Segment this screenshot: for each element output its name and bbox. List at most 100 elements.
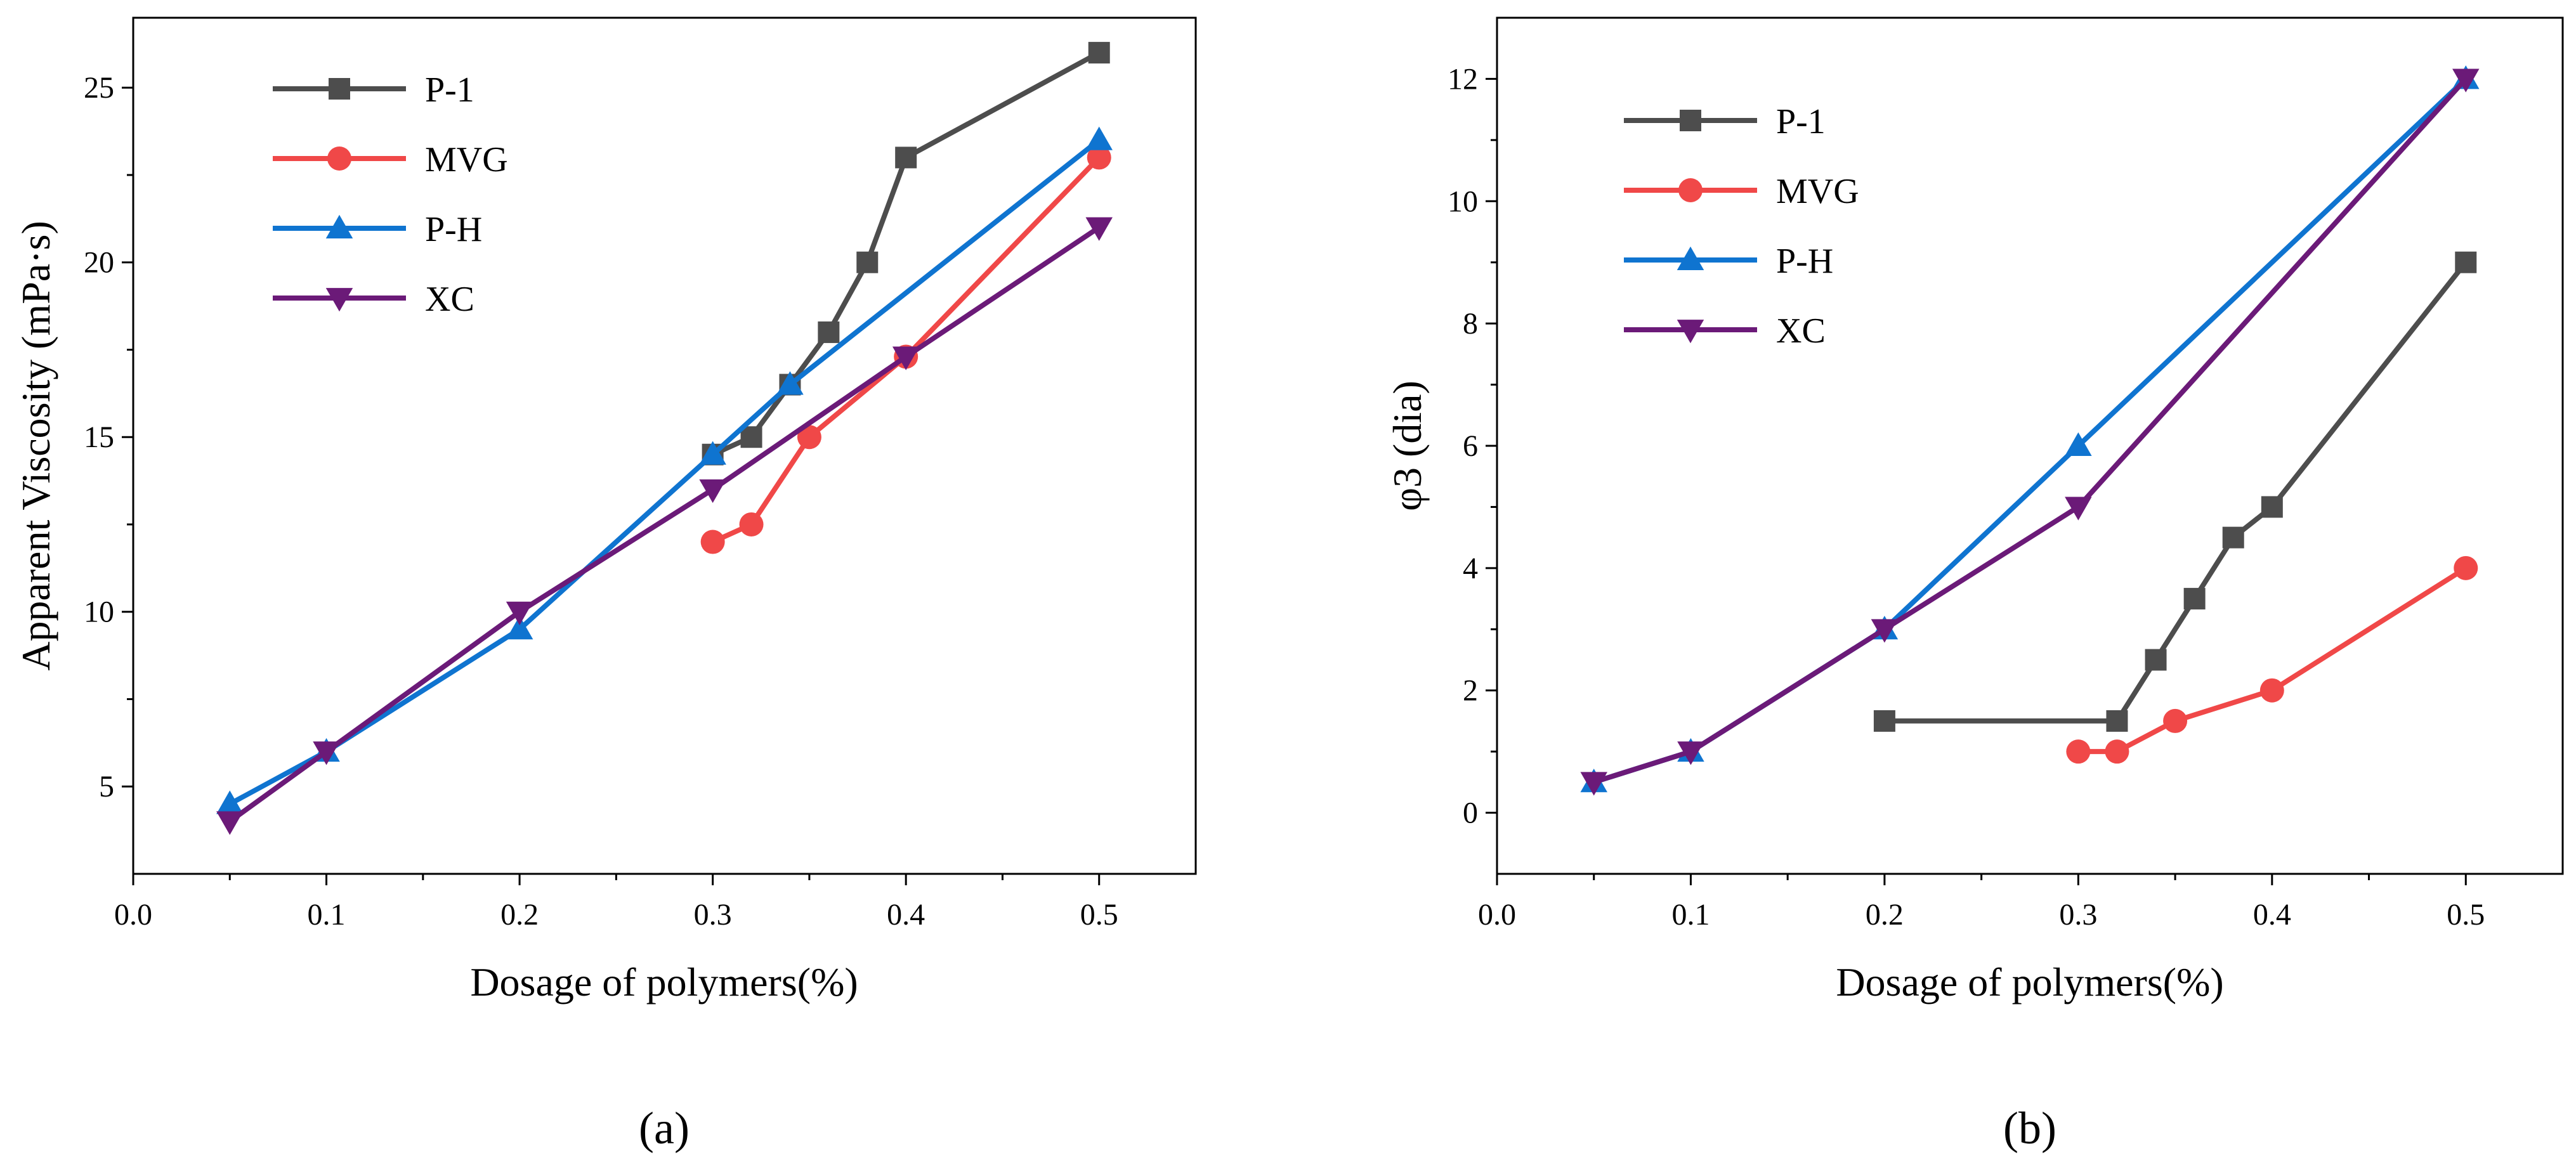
data-point-p-1 xyxy=(2106,710,2128,732)
series-b xyxy=(1580,65,2480,796)
data-point-p-1 xyxy=(2455,251,2477,273)
data-point-xc xyxy=(892,346,920,370)
legend-label-p-h: P-H xyxy=(425,210,482,249)
x-tick-label: 0.5 xyxy=(2447,898,2485,932)
data-point-mvg xyxy=(2105,739,2129,764)
legend-marker-mvg xyxy=(1678,178,1703,202)
legend-marker-p-1 xyxy=(329,78,350,100)
data-point-mvg xyxy=(739,512,764,536)
data-point-xc xyxy=(1871,619,1899,643)
x-ticks-a: 0.0 0.1 0.2 0.3 0.4 0.5 xyxy=(114,874,1118,932)
data-point-mvg xyxy=(700,530,725,554)
legend-marker-p-h xyxy=(325,214,353,238)
legend-label-p-h: P-H xyxy=(1776,242,1833,281)
x-tick-label: 0.0 xyxy=(1478,898,1516,932)
data-point-p-1 xyxy=(2261,496,2283,518)
y-tick-label: 25 xyxy=(84,71,114,105)
data-point-xc xyxy=(1580,772,1607,796)
data-point-p-h xyxy=(506,616,533,640)
series-a xyxy=(216,42,1113,835)
data-point-p-1 xyxy=(895,146,917,169)
legend-b: P-1 MVG P-H XC xyxy=(1624,102,1859,351)
data-point-xc xyxy=(216,811,244,835)
y-tick-label: 0 xyxy=(1463,796,1478,830)
data-point-p-h xyxy=(776,371,804,395)
data-point-mvg xyxy=(797,425,821,450)
x-tick-label: 0.2 xyxy=(500,898,539,932)
data-point-xc xyxy=(1085,217,1113,241)
x-tick-label: 0.0 xyxy=(114,898,152,932)
data-point-p-h xyxy=(216,790,244,814)
series-line-xc xyxy=(228,225,1101,824)
x-tick-label: 0.4 xyxy=(887,898,925,932)
legend-label-p-1: P-1 xyxy=(425,70,474,110)
legend-marker-mvg xyxy=(327,146,351,171)
legend-marker-xc xyxy=(325,288,353,312)
data-point-p-1 xyxy=(1873,710,1895,732)
data-point-p-h xyxy=(2065,432,2092,456)
caption-a: (a) xyxy=(639,1103,690,1154)
series-line-p-h xyxy=(228,138,1101,807)
data-point-mvg xyxy=(2066,739,2091,764)
x-axis-label-b: Dosage of polymers(%) xyxy=(1836,959,2223,1004)
data-point-p-1 xyxy=(2222,526,2244,549)
x-axis-label-a: Dosage of polymers(%) xyxy=(470,959,858,1004)
legend-marker-p-h xyxy=(1677,246,1704,270)
y-tick-label: 6 xyxy=(1463,429,1478,463)
series-line-p-1 xyxy=(711,50,1101,457)
series-line-mvg xyxy=(2078,566,2468,755)
x-tick-label: 0.5 xyxy=(1080,898,1118,932)
data-point-p-1 xyxy=(856,251,879,273)
x-tick-label: 0.3 xyxy=(2059,898,2097,932)
data-point-xc xyxy=(2452,68,2480,93)
data-point-xc xyxy=(699,479,726,504)
data-point-xc xyxy=(1677,741,1704,765)
data-point-xc xyxy=(313,741,340,765)
legend-marker-xc xyxy=(1677,320,1704,344)
data-point-mvg xyxy=(2454,556,2478,580)
data-point-xc xyxy=(2065,497,2092,521)
caption-b: (b) xyxy=(2003,1103,2056,1154)
data-point-mvg xyxy=(2259,678,2284,703)
y-tick-label: 12 xyxy=(1448,62,1478,96)
y-tick-label: 2 xyxy=(1463,674,1478,708)
y-tick-label: 8 xyxy=(1463,307,1478,341)
legend-a: P-1 MVG P-H XC xyxy=(273,70,508,319)
data-point-mvg xyxy=(1087,145,1111,170)
legend-label-p-1: P-1 xyxy=(1776,102,1826,141)
legend-marker-p-1 xyxy=(1680,110,1701,131)
y-tick-label: 5 xyxy=(99,770,114,803)
legend-label-xc: XC xyxy=(1776,311,1826,351)
data-point-p-h xyxy=(1085,126,1113,150)
x-tick-label: 0.1 xyxy=(308,898,346,932)
data-point-xc xyxy=(506,601,533,625)
y-ticks-a: 5 10 15 20 25 xyxy=(84,71,133,803)
plot-frame-a xyxy=(132,16,1197,875)
data-point-p-1 xyxy=(1088,42,1110,64)
data-point-p-1 xyxy=(740,426,762,448)
data-point-p-h xyxy=(699,441,726,465)
x-tick-label: 0.1 xyxy=(1671,898,1710,932)
data-point-p-1 xyxy=(818,321,840,343)
y-tick-label: 20 xyxy=(84,246,114,280)
x-tick-label: 0.3 xyxy=(694,898,732,932)
y-axis-label-a: Apparent Viscosity (mPa·s) xyxy=(13,221,58,671)
data-point-mvg xyxy=(2163,708,2188,733)
y-axis-label-b: φ3 (dia) xyxy=(1385,380,1430,511)
panel-a: 0.0 0.1 0.2 0.3 0.4 0.5 5 10 15 20 25 P-1 MVG P-H XC… xyxy=(13,16,1197,1154)
legend-label-xc: XC xyxy=(425,280,474,319)
x-ticks-b: 0.0 0.1 0.2 0.3 0.4 0.5 xyxy=(1478,874,2485,932)
series-line-p-1 xyxy=(1884,261,2468,724)
y-tick-label: 10 xyxy=(1448,185,1478,218)
panel-b: 0.0 0.1 0.2 0.3 0.4 0.5 0 2 4 6 8 10 12 P-1 MVG P-H XC… xyxy=(1385,16,2564,1154)
y-ticks-b: 0 2 4 6 8 10 12 xyxy=(1448,62,1497,830)
x-tick-label: 0.4 xyxy=(2253,898,2291,932)
y-tick-label: 4 xyxy=(1463,552,1478,585)
data-point-p-1 xyxy=(2145,649,2167,671)
x-tick-label: 0.2 xyxy=(1866,898,1904,932)
data-point-p-1 xyxy=(2183,588,2206,610)
y-tick-label: 15 xyxy=(84,420,114,454)
legend-label-mvg: MVG xyxy=(425,140,508,179)
